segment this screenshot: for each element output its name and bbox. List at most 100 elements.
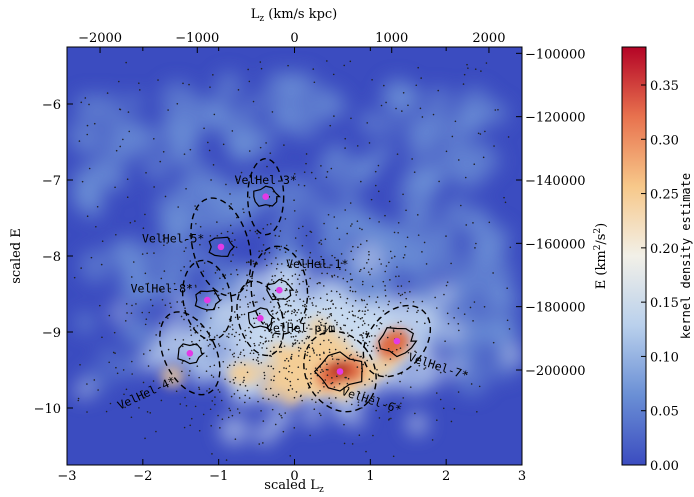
star-point xyxy=(384,289,387,291)
star-point xyxy=(206,304,209,306)
star-point xyxy=(400,285,403,287)
star-point xyxy=(115,149,118,152)
star-point xyxy=(295,294,298,296)
star-point xyxy=(251,277,253,279)
star-point xyxy=(432,113,435,116)
star-point xyxy=(356,354,359,357)
star-point xyxy=(319,414,322,417)
star-point xyxy=(259,341,262,344)
star-point xyxy=(236,273,239,276)
star-point xyxy=(362,332,365,334)
star-point xyxy=(366,303,368,306)
kde-blob xyxy=(120,354,142,376)
star-point xyxy=(271,111,274,113)
kde-blob xyxy=(277,381,304,408)
star-point xyxy=(189,260,192,262)
star-point xyxy=(258,250,260,252)
star-point xyxy=(305,337,308,340)
star-point xyxy=(293,173,296,175)
top-tick-label: 0 xyxy=(290,31,298,46)
star-point xyxy=(291,282,293,285)
star-point xyxy=(345,347,348,350)
star-point xyxy=(458,329,460,332)
group-selection-ellipse xyxy=(190,197,252,297)
star-point xyxy=(344,359,346,362)
star-point xyxy=(258,443,261,445)
star-point xyxy=(243,401,246,404)
star-point xyxy=(351,329,353,331)
star-point xyxy=(321,318,323,321)
star-point xyxy=(252,352,255,355)
star-point xyxy=(210,374,213,377)
star-point xyxy=(343,64,346,67)
star-point xyxy=(344,324,347,327)
kde-blob xyxy=(311,273,340,302)
right-tick-label: −120000 xyxy=(525,111,586,126)
star-point xyxy=(447,322,450,325)
star-point xyxy=(196,365,199,368)
star-point xyxy=(236,216,238,219)
star-point xyxy=(446,281,449,283)
star-point xyxy=(339,296,342,298)
star-point xyxy=(259,146,262,149)
star-point xyxy=(213,292,216,295)
star-point xyxy=(231,414,234,417)
star-point xyxy=(207,345,210,347)
star-point xyxy=(109,402,112,405)
star-point xyxy=(212,164,215,166)
star-point xyxy=(249,275,252,278)
star-point xyxy=(349,202,352,204)
star-point xyxy=(237,356,240,359)
star-point xyxy=(164,195,167,198)
star-point xyxy=(257,353,260,356)
star-point xyxy=(158,322,161,325)
star-point xyxy=(400,333,402,335)
star-point xyxy=(171,381,174,384)
star-point xyxy=(350,278,352,281)
kde-blob xyxy=(431,151,452,172)
star-point xyxy=(152,380,155,382)
star-point xyxy=(287,278,290,281)
right-tick-label: −140000 xyxy=(525,174,586,189)
star-point xyxy=(130,312,133,314)
kde-blob xyxy=(302,406,323,428)
star-point xyxy=(281,416,283,419)
star-point xyxy=(287,310,290,312)
star-point xyxy=(340,253,343,255)
star-point xyxy=(209,327,211,329)
kde-blob xyxy=(289,70,316,98)
star-point xyxy=(189,325,191,328)
star-point xyxy=(325,176,328,178)
star-point xyxy=(340,307,343,310)
star-point xyxy=(234,316,237,319)
kde-blob xyxy=(402,369,427,395)
star-point xyxy=(95,225,97,228)
star-point xyxy=(359,355,361,358)
star-point xyxy=(328,351,331,354)
star-point xyxy=(290,322,292,324)
star-point xyxy=(280,245,282,248)
star-point xyxy=(247,306,250,308)
star-point xyxy=(298,283,301,285)
star-point xyxy=(212,347,215,350)
star-point xyxy=(169,302,171,305)
star-point xyxy=(409,290,411,293)
star-point xyxy=(219,277,221,280)
star-point xyxy=(476,410,478,413)
star-point xyxy=(464,176,467,179)
star-point xyxy=(349,286,352,288)
star-point xyxy=(443,293,445,296)
star-point xyxy=(327,266,329,269)
star-point xyxy=(364,313,366,316)
star-point xyxy=(507,136,510,138)
star-point xyxy=(370,334,373,337)
star-point xyxy=(361,324,364,326)
star-point xyxy=(385,403,388,406)
star-point xyxy=(189,148,192,151)
star-point xyxy=(399,380,401,383)
star-point xyxy=(478,385,481,388)
star-point xyxy=(174,338,177,341)
star-point xyxy=(362,339,364,342)
star-point xyxy=(307,337,310,339)
group-center-marker xyxy=(336,368,344,375)
